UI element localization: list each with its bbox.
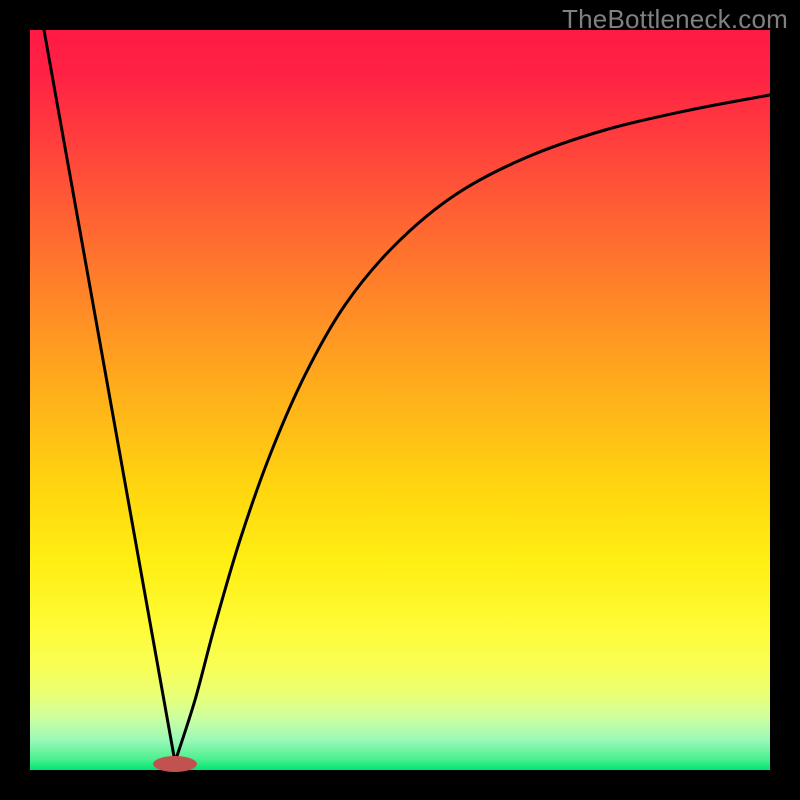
plot-background xyxy=(30,30,770,770)
watermark-text: TheBottleneck.com xyxy=(562,4,788,35)
chart-container: { "watermark": "TheBottleneck.com", "cha… xyxy=(0,0,800,800)
minimum-marker xyxy=(153,756,197,772)
bottleneck-chart xyxy=(0,0,800,800)
